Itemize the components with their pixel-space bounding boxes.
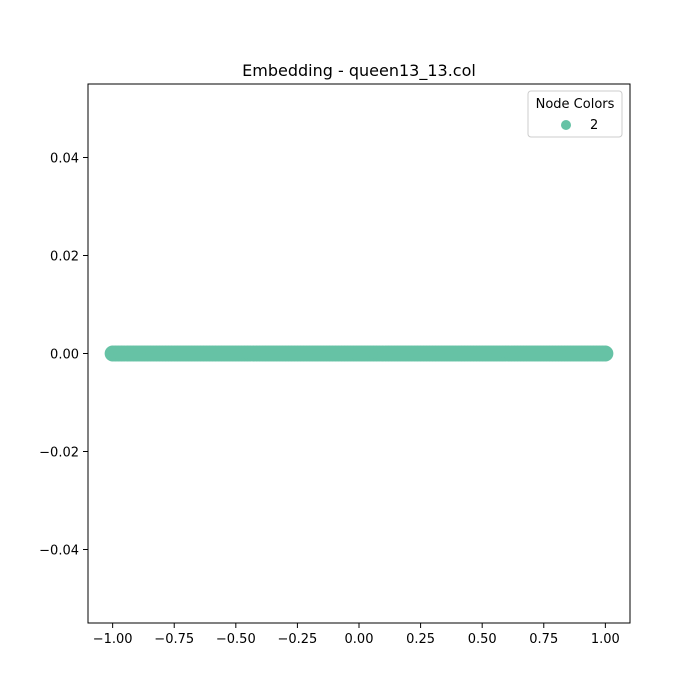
legend-entry-label: 2 [590,118,598,133]
x-tick-label: −0.25 [277,632,317,647]
legend-box [527,90,623,138]
legend-marker [561,120,571,130]
scatter-point [597,345,614,362]
y-tick-label: 0.04 [50,152,79,167]
x-tick-label: −1.00 [93,632,133,647]
x-tick-label: −0.50 [216,632,256,647]
scatter-points [104,345,614,362]
y-tick-label: 0.02 [50,250,79,265]
chart-title: Embedding - queen13_13.col [242,61,476,81]
y-tick-label: −0.02 [39,446,79,461]
x-tick-label: −0.75 [154,632,194,647]
x-tick-label: 0.00 [345,632,374,647]
x-axis: −1.00 −0.75 −0.50 −0.25 0.00 0.25 0.50 0.75 1.00 [93,623,620,647]
x-tick-label: 0.75 [529,632,558,647]
legend: Node Colors 2 [527,90,623,138]
x-tick-label: 0.50 [468,632,497,647]
y-axis: −0.04 −0.02 0.00 0.02 0.04 [39,152,88,559]
y-tick-label: −0.04 [39,544,79,559]
x-tick-label: 0.25 [406,632,435,647]
legend-title: Node Colors [536,97,615,112]
x-tick-label: 1.00 [591,632,620,647]
y-tick-label: 0.00 [50,348,79,363]
